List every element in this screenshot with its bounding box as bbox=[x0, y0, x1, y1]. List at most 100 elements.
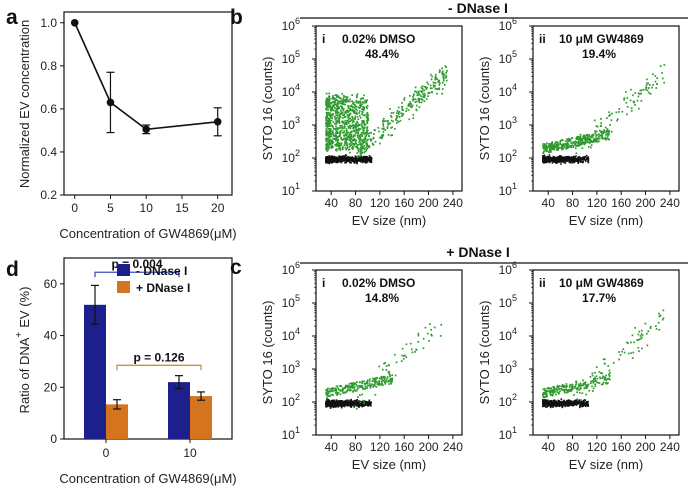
flow-negative-event bbox=[549, 156, 551, 158]
flow-positive-event bbox=[361, 145, 364, 148]
flow-positive-event bbox=[598, 137, 601, 140]
flow-positive-event bbox=[396, 112, 398, 114]
flow-positive-event bbox=[356, 152, 359, 154]
flow-positive-event bbox=[336, 145, 339, 147]
flow-positive-event bbox=[332, 97, 335, 100]
flow-positive-event bbox=[414, 90, 416, 93]
flow-negative-event bbox=[342, 159, 345, 161]
flow-positive-event bbox=[341, 100, 343, 102]
flow-positive-event bbox=[637, 92, 640, 95]
flow-negative-event bbox=[361, 157, 364, 159]
flow-negative-event bbox=[328, 405, 331, 408]
flow-positive-event bbox=[566, 139, 569, 142]
flow-positive-event bbox=[562, 143, 565, 145]
flow-positive-event bbox=[374, 377, 377, 379]
flow-positive-event bbox=[342, 392, 345, 394]
flow-positive-event bbox=[661, 77, 664, 80]
flow-negative-event bbox=[582, 160, 584, 163]
flow-positive-event bbox=[579, 142, 581, 145]
flow-negative-event bbox=[576, 401, 579, 404]
flow-positive-event bbox=[343, 135, 346, 137]
flow-positive-event bbox=[354, 143, 356, 145]
flow-negative-event bbox=[579, 161, 582, 163]
flow-positive-event bbox=[550, 387, 552, 389]
flow-positive-event bbox=[338, 122, 341, 124]
flow-positive-event bbox=[351, 386, 353, 389]
flow-negative-event bbox=[347, 402, 349, 404]
flow-positive-event bbox=[326, 133, 329, 136]
flow-negative-event bbox=[568, 157, 571, 160]
panel-a-y-label: Normalized EV concentration bbox=[17, 20, 32, 188]
flow-negative-event bbox=[546, 406, 548, 408]
flow-positive-event bbox=[334, 111, 337, 114]
flow-positive-event bbox=[576, 398, 579, 401]
panel-a-y-tick-label: 0.2 bbox=[40, 188, 57, 202]
flow-negative-event bbox=[559, 404, 562, 407]
flow-positive-event bbox=[342, 99, 345, 101]
flow-negative-event bbox=[331, 405, 334, 408]
flow-positive-event bbox=[342, 114, 344, 117]
flow-positive-event bbox=[646, 89, 649, 92]
flow-positive-event bbox=[340, 97, 343, 100]
flow-negative-event bbox=[542, 400, 544, 402]
flow-positive-event bbox=[337, 112, 339, 115]
flow-positive-event bbox=[564, 143, 567, 145]
flow-positive-event bbox=[378, 382, 381, 385]
flow-positive-event bbox=[391, 378, 394, 381]
flow-positive-event bbox=[343, 144, 346, 146]
flow-positive-event bbox=[559, 140, 562, 142]
flow-positive-event bbox=[336, 105, 339, 108]
flow-positive-event bbox=[360, 105, 362, 107]
flow-positive-event bbox=[336, 130, 338, 133]
flow-negative-event bbox=[330, 162, 333, 164]
flow-positive-event bbox=[329, 105, 332, 108]
flow-negative-event bbox=[332, 403, 335, 405]
flow-positive-event bbox=[325, 392, 328, 394]
flow-positive-event bbox=[363, 133, 365, 135]
flow-positive-event bbox=[595, 135, 598, 137]
flow-positive-event bbox=[553, 387, 555, 390]
flow-positive-event bbox=[567, 138, 570, 141]
flow-negative-event bbox=[578, 400, 580, 403]
flow-positive-event bbox=[559, 146, 562, 149]
flow-positive-event bbox=[424, 94, 426, 97]
flow-positive-event bbox=[574, 140, 577, 143]
flow-positive-event bbox=[325, 121, 328, 124]
flow-positive-event bbox=[328, 106, 331, 109]
flow-positive-event bbox=[336, 143, 338, 146]
flow-positive-event bbox=[384, 382, 387, 385]
flow-positive-event bbox=[360, 385, 363, 387]
flow-negative-event bbox=[584, 403, 587, 406]
flow-negative-event bbox=[335, 159, 338, 162]
flow-positive-event bbox=[641, 347, 643, 350]
flow-positive-event bbox=[348, 382, 351, 385]
flow-negative-event bbox=[331, 158, 334, 160]
flow-positive-event bbox=[405, 343, 408, 346]
flow-positive-event bbox=[559, 142, 562, 144]
flow-negative-event bbox=[354, 400, 356, 403]
flow-positive-event bbox=[438, 87, 441, 90]
flow-negative-event bbox=[361, 404, 363, 406]
flow-positive-event bbox=[329, 122, 332, 125]
flow-negative-event bbox=[332, 401, 334, 404]
flow-negative-event bbox=[548, 157, 551, 160]
flow-positive-event bbox=[367, 119, 370, 122]
panel-a-x-tick-label: 0 bbox=[71, 201, 78, 215]
flow-positive-event bbox=[345, 135, 348, 137]
flow-positive-event bbox=[637, 107, 640, 110]
flow-positive-event bbox=[551, 141, 554, 143]
flow-negative-event bbox=[582, 399, 585, 402]
flow-positive-event bbox=[567, 143, 570, 146]
flow-positive-event bbox=[386, 380, 389, 383]
flow-positive-event bbox=[601, 372, 604, 375]
panel-a-x-tick-label: 20 bbox=[211, 201, 225, 215]
flow-positive-event bbox=[359, 384, 362, 387]
flow-positive-event bbox=[439, 70, 441, 72]
flow-positive-event bbox=[355, 122, 357, 125]
flow-negative-event bbox=[326, 405, 328, 407]
flow-negative-event bbox=[569, 160, 572, 162]
panel-d-y-label: Ratio of DNA+EV (%) bbox=[14, 287, 32, 414]
flow-positive-event bbox=[573, 141, 575, 144]
flow-positive-event bbox=[350, 389, 352, 392]
